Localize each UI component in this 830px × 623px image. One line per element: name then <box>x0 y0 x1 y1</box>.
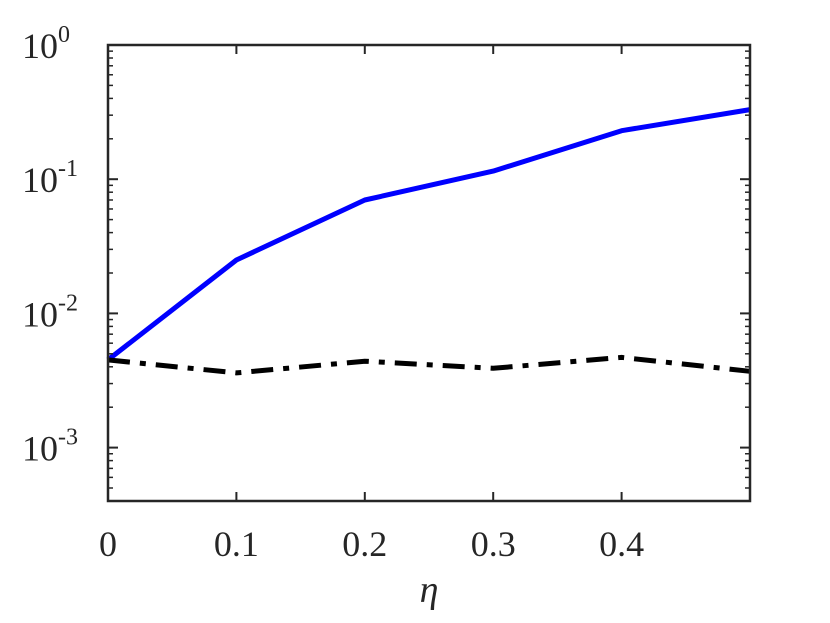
y-tick-label-exponent: 0 <box>58 22 70 48</box>
x-tick-label: 0.2 <box>342 524 387 564</box>
y-tick-label: 100 <box>22 22 70 66</box>
y-tick-label-base: 10 <box>22 160 58 200</box>
x-tick-label: 0.4 <box>599 524 644 564</box>
x-axis-label: η <box>420 569 439 611</box>
series-layer <box>106 107 751 376</box>
series-1-line <box>106 107 751 362</box>
y-tick-label-base: 10 <box>22 26 58 66</box>
y-tick-label-exponent: -1 <box>58 156 78 182</box>
x-tick-label: 0.3 <box>471 524 516 564</box>
y-tick-label: 10-1 <box>22 156 78 200</box>
x-tick-label: 0.1 <box>214 524 259 564</box>
y-tick-label: 10-3 <box>22 425 78 469</box>
y-tick-label-base: 10 <box>22 429 58 469</box>
y-tick-label-exponent: -2 <box>58 290 78 316</box>
x-tick-label: 0 <box>99 524 117 564</box>
y-tick-label: 10-2 <box>22 290 78 334</box>
y-tick-label-exponent: -3 <box>58 425 78 451</box>
y-tick-label-base: 10 <box>22 294 58 334</box>
plot-frame <box>106 43 752 503</box>
series-2-line <box>107 354 751 376</box>
